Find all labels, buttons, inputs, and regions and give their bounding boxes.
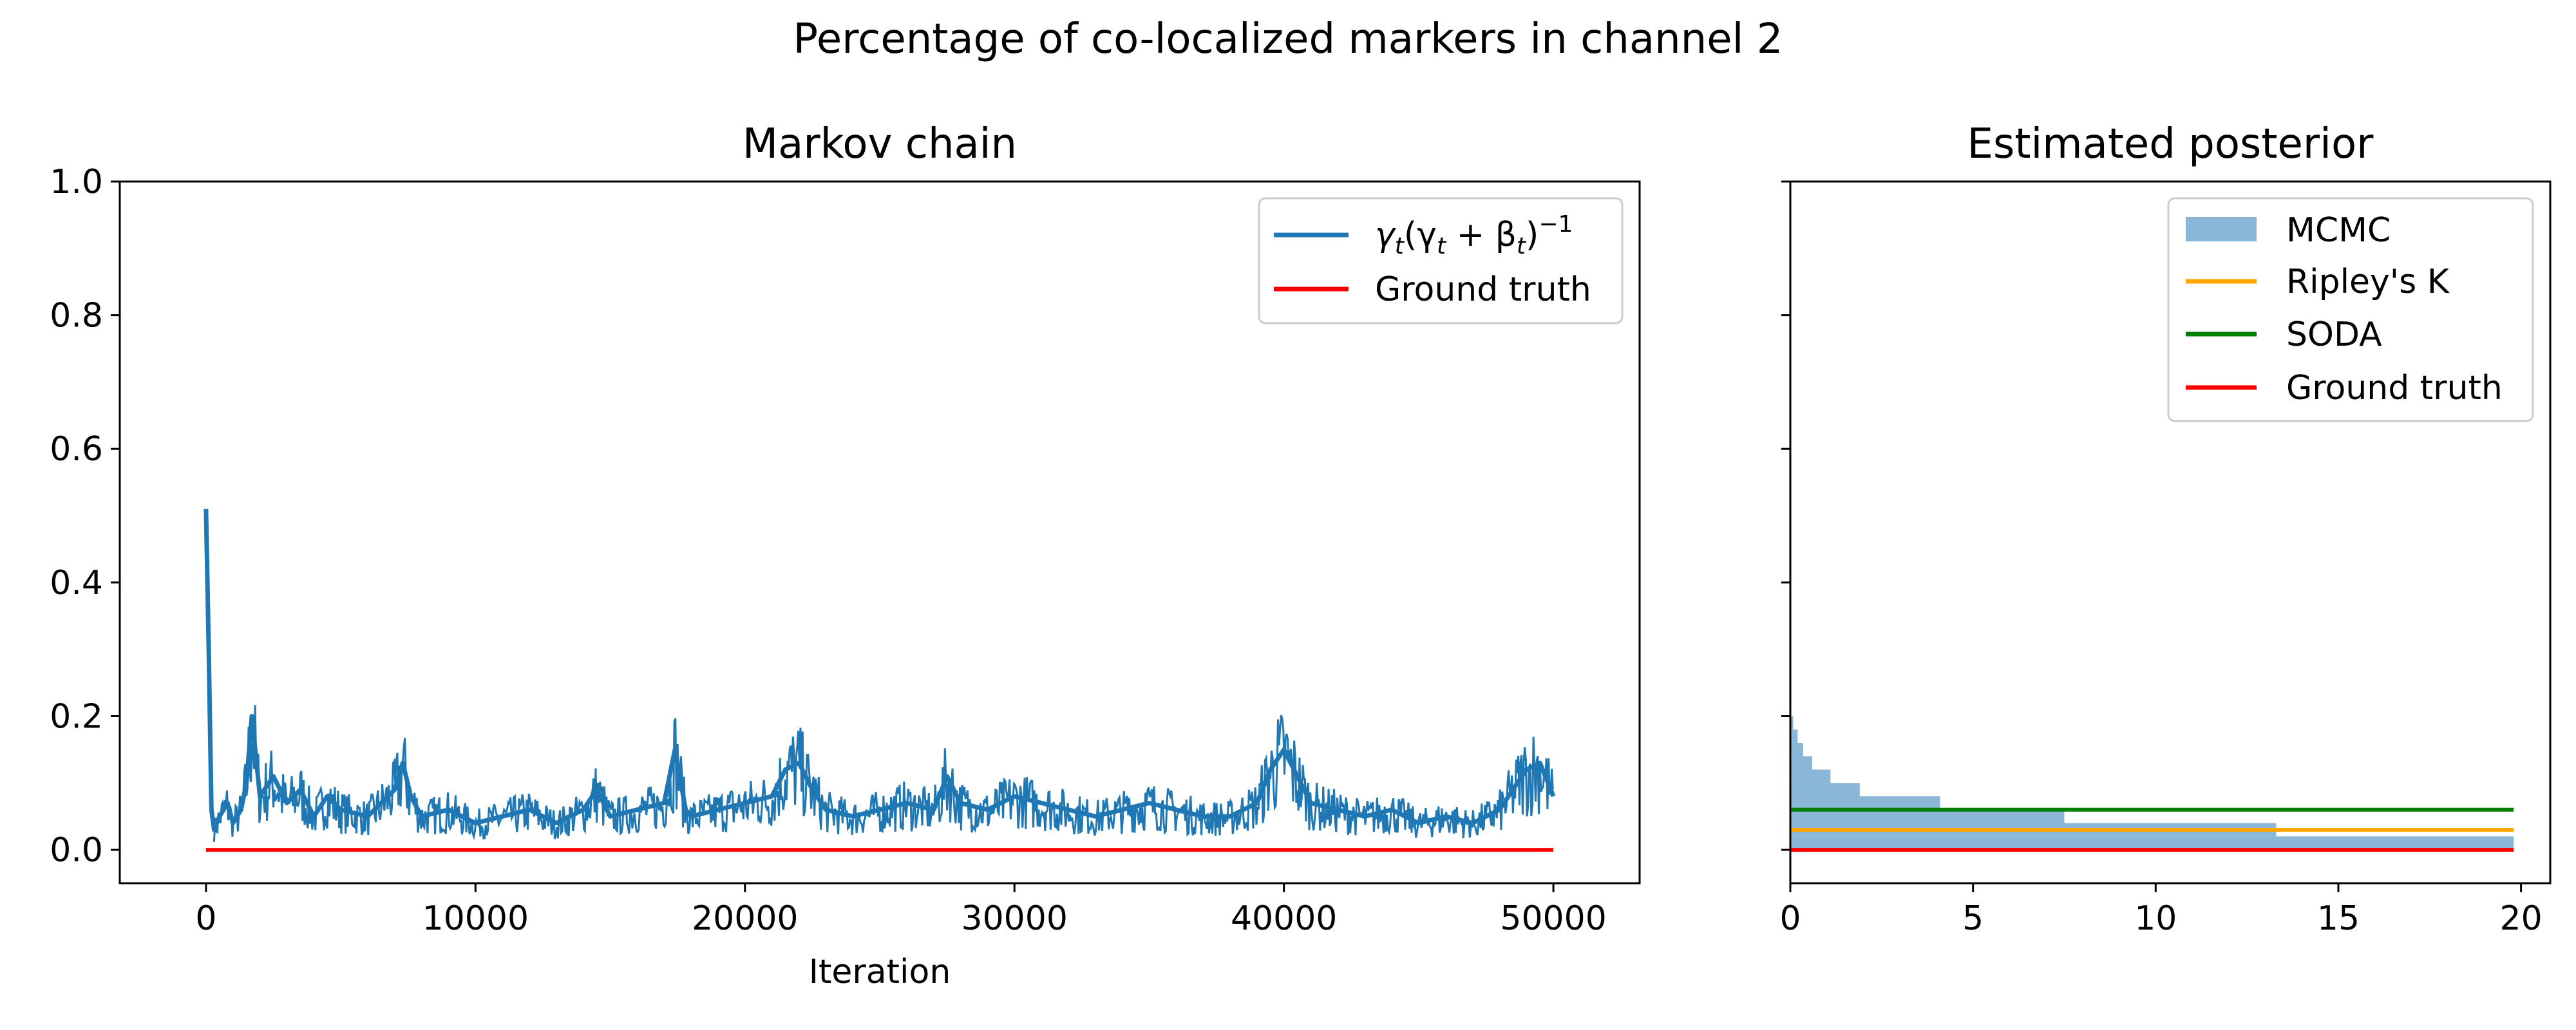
x-tick-label: 10	[2134, 899, 2177, 938]
x-tick-label: 40000	[1231, 899, 1337, 938]
legend-swatch-mcmc	[2186, 217, 2257, 241]
posterior-title: Estimated posterior	[1967, 120, 2374, 168]
markov-chain-legend: γt(γt + βt)−1 Ground truth	[1258, 197, 1624, 324]
x-tick-label: 20000	[692, 899, 798, 938]
x-tick-label: 0	[195, 899, 216, 938]
markov-chain-title: Markov chain	[743, 120, 1017, 168]
mcmc-histogram-bar	[1790, 796, 1940, 810]
y-tick-label: 0.0	[50, 831, 103, 870]
y-tick-label: 0.6	[50, 430, 103, 469]
left-plot-area	[204, 509, 1556, 852]
mcmc-histogram-bar	[1790, 756, 1813, 770]
mcmc-histogram-bar	[1790, 743, 1803, 756]
posterior-panel: Estimated posterior 0 5 10 15 20 MCMC Ripley…	[1779, 120, 2552, 938]
figure-title: Percentage of co-localized markers in ch…	[793, 15, 1783, 63]
mcmc-histogram-bar	[1790, 783, 1860, 797]
x-tick-label: 5	[1962, 899, 1984, 938]
legend-label-soda: SODA	[2286, 315, 2382, 354]
legend-label-mcmc: MCMC	[2286, 211, 2391, 250]
y-tick-label: 1.0	[50, 163, 103, 201]
x-tick-label: 50000	[1500, 899, 1606, 938]
y-tick-label: 0.8	[50, 297, 103, 335]
legend-box	[1258, 197, 1624, 324]
left-y-axis-ticks: 0.0 0.2 0.4 0.6 0.8 1.0	[50, 163, 120, 870]
mcmc-histogram-bar	[1790, 809, 2065, 823]
mcmc-histogram-bar	[1790, 716, 1794, 730]
chain-series-line	[204, 509, 1556, 832]
right-y-axis-ticks	[1781, 180, 1790, 851]
markov-chain-panel: Markov chain 0.0 0.2 0.4 0.6 0.8 1.0 0 10000 20…	[50, 120, 1641, 991]
posterior-axes-frame	[1789, 180, 2552, 885]
chain-trace-fill	[213, 705, 1554, 842]
legend-label-ripley: Ripley's K	[2286, 263, 2450, 301]
markov-chain-axes-frame	[118, 180, 1641, 885]
x-tick-label: 10000	[422, 899, 529, 938]
legend-label-ground-truth: Ground truth	[2286, 369, 2503, 407]
posterior-legend: MCMC Ripley's K SODA Ground truth	[2167, 197, 2534, 422]
x-axis-label: Iteration	[809, 953, 951, 991]
mcmc-histogram-bar	[1790, 729, 1798, 743]
legend-box	[2167, 197, 2534, 422]
left-x-axis-ticks: 0 10000 20000 30000 40000 50000	[195, 883, 1607, 938]
x-tick-label: 30000	[961, 899, 1068, 938]
right-plot-area	[1790, 716, 2514, 852]
x-tick-label: 20	[2500, 899, 2543, 938]
x-tick-label: 0	[1779, 899, 1801, 938]
legend-label-ground-truth: Ground truth	[1375, 270, 1591, 309]
y-tick-label: 0.2	[50, 697, 103, 736]
right-x-axis-ticks: 0 5 10 15 20	[1779, 883, 2543, 938]
x-tick-label: 15	[2317, 899, 2360, 938]
mcmc-histogram-bar	[1790, 769, 1831, 783]
mcmc-histogram-bar	[1790, 836, 2514, 850]
legend-label-chain: γt(γt + βt)−1	[1375, 211, 1573, 259]
y-tick-label: 0.4	[50, 564, 103, 603]
